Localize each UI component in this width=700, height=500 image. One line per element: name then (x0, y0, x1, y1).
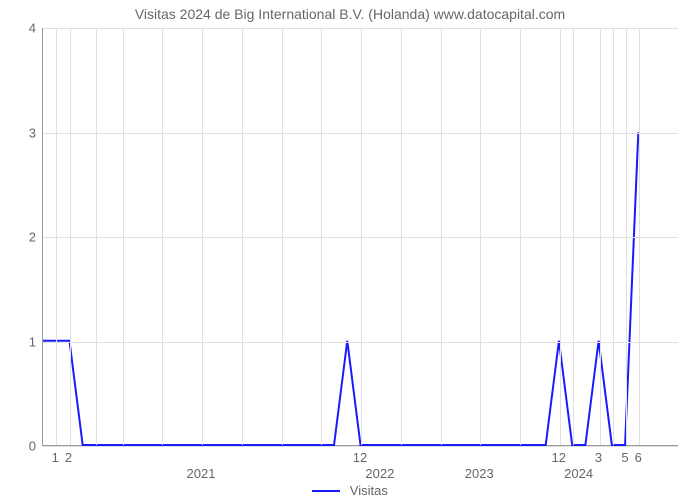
gridline-horizontal (43, 446, 678, 447)
y-tick-label: 0 (22, 439, 36, 454)
x-tick-label: 12 (353, 450, 367, 465)
legend-label: Visitas (350, 483, 388, 498)
x-tick-label: 12 (552, 450, 566, 465)
gridline-horizontal (43, 342, 678, 343)
chart-container: Visitas 2024 de Big International B.V. (… (0, 0, 700, 500)
gridline-horizontal (43, 237, 678, 238)
x-tick-label: 2 (65, 450, 72, 465)
gridline-horizontal (43, 28, 678, 29)
x-tick-label: 6 (635, 450, 642, 465)
x-tick-year-label: 2023 (465, 466, 494, 481)
x-tick-year-label: 2024 (564, 466, 593, 481)
x-tick-label: 5 (621, 450, 628, 465)
legend: Visitas (0, 482, 700, 498)
x-tick-year-label: 2021 (187, 466, 216, 481)
x-tick-label: 3 (595, 450, 602, 465)
legend-swatch (312, 490, 340, 492)
y-tick-label: 1 (22, 334, 36, 349)
chart-title: Visitas 2024 de Big International B.V. (… (0, 6, 700, 22)
gridline-horizontal (43, 133, 678, 134)
y-tick-label: 4 (22, 21, 36, 36)
y-tick-label: 2 (22, 230, 36, 245)
plot-area (42, 28, 678, 446)
series-line (43, 132, 638, 445)
y-tick-label: 3 (22, 125, 36, 140)
x-tick-label: 1 (52, 450, 59, 465)
x-tick-year-label: 2022 (365, 466, 394, 481)
